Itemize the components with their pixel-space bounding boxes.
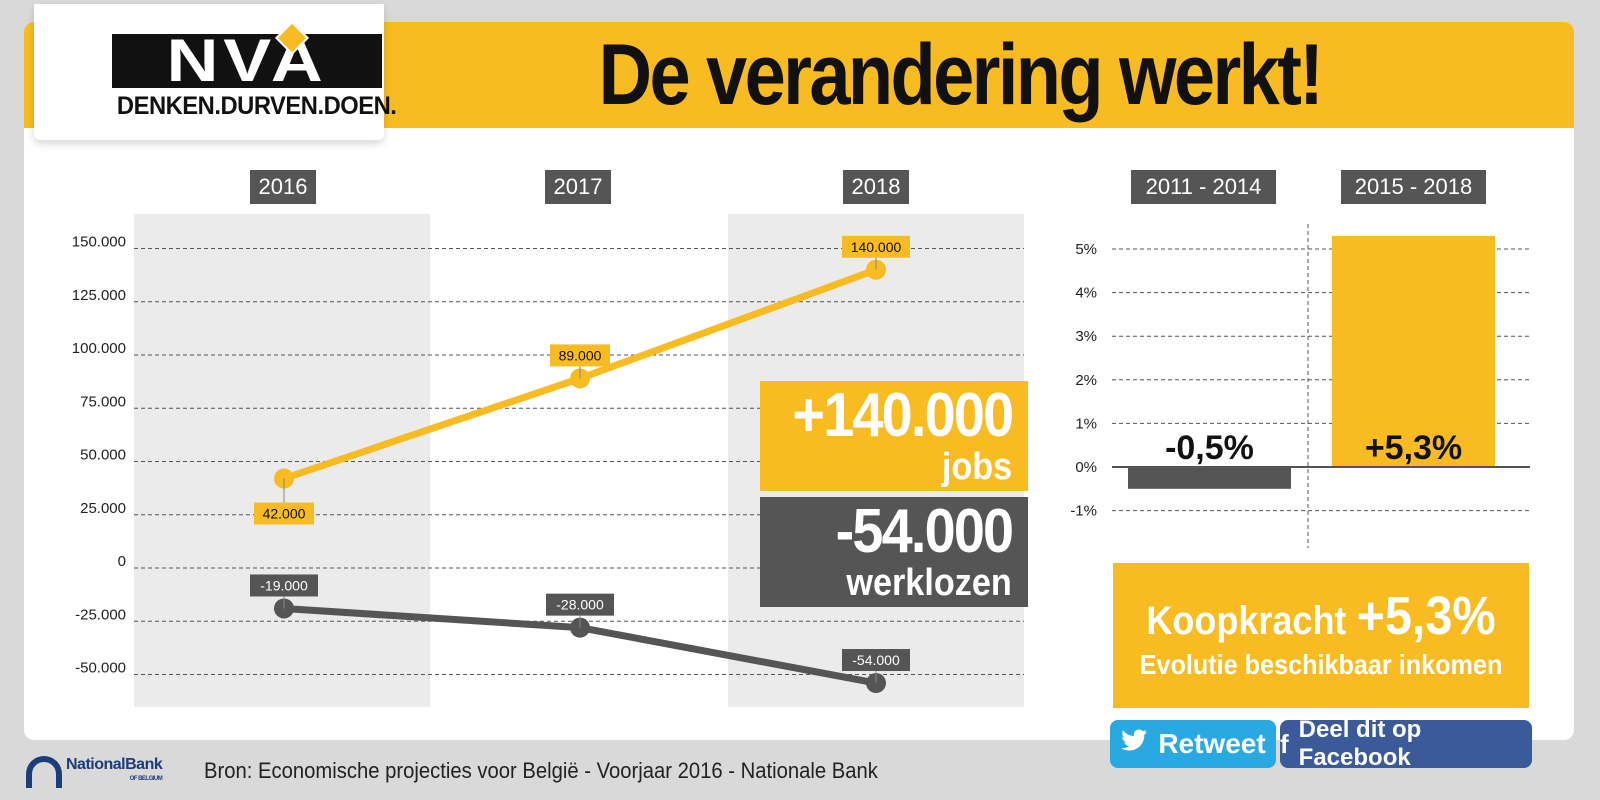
- facebook-share-label: Deel dit op Facebook: [1298, 716, 1422, 771]
- purchasing-power-box: Koopkracht +5,3% Evolutie beschikbaar in…: [1113, 563, 1529, 708]
- national-bank-name: NationalBank: [66, 756, 163, 773]
- purchasing-power-headline: Koopkracht +5,3%: [1134, 585, 1508, 647]
- year-tag-2017: 2017: [545, 170, 611, 204]
- facebook-share-button[interactable]: f Deel dit op Facebook: [1280, 716, 1532, 771]
- source-note: Bron: Economische projecties voor België…: [204, 758, 878, 783]
- national-bank-text: NationalBank OF BELGIUM: [66, 756, 163, 786]
- purchasing-power-subtitle: Evolutie beschikbaar inkomen: [1139, 649, 1503, 680]
- jobs-stat: +140.000 jobs: [760, 381, 1028, 491]
- retweet-button[interactable]: Retweet: [1110, 720, 1276, 768]
- year-tag-2018: 2018: [843, 170, 909, 204]
- national-bank-icon: [26, 756, 62, 788]
- unemployed-stat: -54.000 werklozen: [760, 497, 1028, 607]
- period-tag-2015-2018: 2015 - 2018: [1341, 170, 1486, 204]
- facebook-f-icon: f: [1280, 728, 1289, 759]
- period-tag-2011-2014: 2011 - 2014: [1131, 170, 1276, 204]
- twitter-bird-icon: [1120, 729, 1148, 760]
- party-logo[interactable]: NVA DENKEN.DURVEN.DOEN.: [34, 4, 397, 140]
- national-bank-sub: OF BELGIUM: [129, 776, 163, 782]
- logo-background: [112, 34, 382, 88]
- jobs-label: jobs: [941, 446, 1012, 488]
- jobs-value: +140.000: [792, 381, 1014, 450]
- unemployed-value: -54.000: [835, 497, 1013, 566]
- logo-tagline: DENKEN.DURVEN.DOEN.: [116, 92, 397, 120]
- unemployed-label: werklozen: [846, 562, 1012, 604]
- purchasing-power-label: Koopkracht: [1146, 599, 1347, 643]
- national-bank-logo: NationalBank OF BELGIUM: [26, 752, 163, 792]
- retweet-label: Retweet: [1158, 728, 1266, 759]
- year-tag-2016: 2016: [250, 170, 316, 204]
- purchasing-power-value: +5,3%: [1356, 586, 1496, 646]
- logo-letters: NVA: [166, 26, 328, 94]
- page-title: De verandering werkt!: [598, 26, 1324, 123]
